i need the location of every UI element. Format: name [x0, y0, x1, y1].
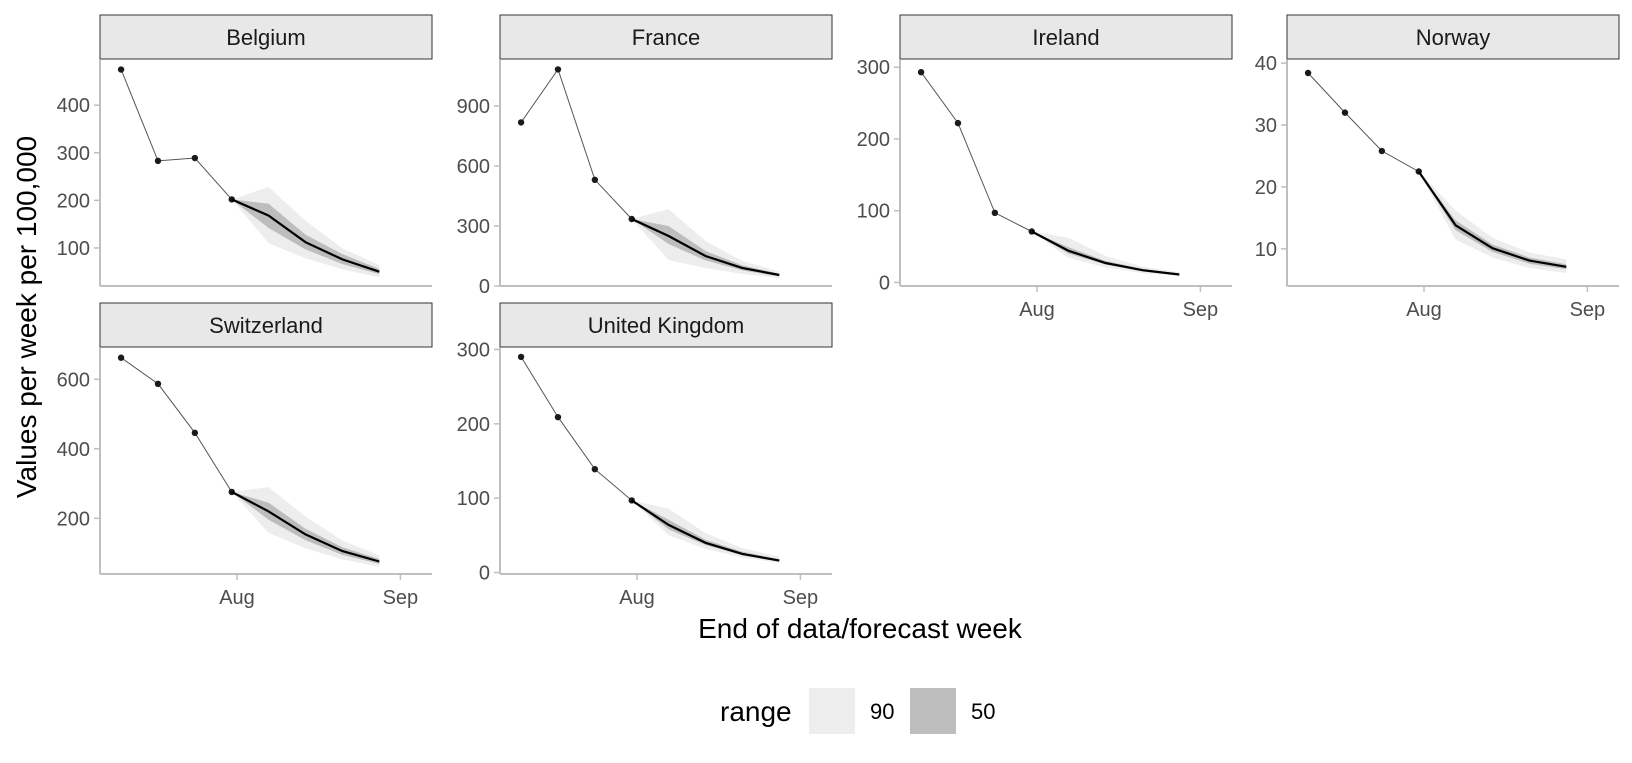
y-tick-label: 600 [457, 156, 490, 178]
y-tick-label: 0 [479, 276, 490, 298]
chart-panels: Belgium100200300400France0300600900Irela… [57, 14, 1620, 609]
y-tick-label: 300 [57, 143, 90, 165]
legend-title: range [720, 696, 792, 727]
x-tick-label: Sep [1570, 299, 1606, 321]
forecast-median-line [1417, 170, 1567, 268]
y-tick-label: 600 [57, 369, 90, 391]
y-axis-title: Values per week per 100,000 [11, 136, 42, 498]
observed-point [1341, 109, 1349, 116]
legend-label-90: 90 [870, 699, 894, 724]
observed-point [1378, 147, 1386, 155]
y-tick-label: 200 [57, 508, 90, 530]
observed-point [191, 429, 199, 437]
facet-strip [99, 302, 433, 348]
y-tick-label: 40 [1255, 53, 1277, 75]
facet-strip-label: Switzerland [209, 313, 323, 338]
observed-line [520, 356, 633, 501]
observed-line [120, 69, 233, 200]
y-tick-label: 100 [57, 238, 90, 260]
x-tick-label: Aug [219, 587, 255, 609]
range-50-band [1418, 171, 1567, 270]
y-tick-label: 100 [857, 201, 890, 223]
x-axis-title: End of data/forecast week [698, 613, 1023, 644]
observed-line [920, 71, 1032, 232]
facet-strip [499, 302, 833, 348]
panel-switzerland: Switzerland 200 400 600 Aug Sep [57, 302, 433, 609]
forecast-median-line [631, 218, 780, 277]
panel-belgium: Belgium 100 200 300 400 [57, 14, 433, 287]
forecast-median-line [631, 499, 780, 562]
x-tick-label: Aug [1019, 299, 1055, 321]
x-tick-label: Sep [1183, 299, 1219, 321]
y-tick-label: 200 [857, 129, 890, 151]
y-tick-label: 400 [57, 439, 90, 461]
observed-point [517, 119, 525, 126]
y-tick-label: 200 [457, 414, 490, 436]
observed-point [554, 66, 562, 73]
x-tick-label: Aug [1406, 299, 1442, 321]
forecast-median-line [231, 198, 380, 273]
observed-point [154, 380, 162, 388]
observed-point [154, 157, 162, 165]
observed-point [117, 354, 125, 361]
range-90-band [631, 500, 780, 563]
range-50-band [231, 199, 380, 275]
y-tick-label: 30 [1255, 115, 1277, 137]
facet-strip-label: Ireland [1032, 25, 1099, 50]
facet-strip-label: United Kingdom [588, 313, 745, 338]
observed-line [520, 68, 633, 220]
x-tick-label: Sep [783, 587, 819, 609]
y-tick-label: 20 [1255, 177, 1277, 199]
y-tick-label: 400 [57, 95, 90, 117]
range-90-band [1418, 171, 1567, 273]
y-tick-label: 900 [457, 96, 490, 118]
y-tick-label: 300 [457, 216, 490, 238]
panel-norway: Norway 10 20 30 40 Aug Sep [1255, 14, 1620, 321]
x-tick-label: Aug [619, 587, 655, 609]
observed-line [120, 357, 233, 493]
facet-strip [499, 14, 833, 60]
y-tick-label: 0 [479, 563, 490, 585]
facet-strip-label: Norway [1416, 25, 1491, 50]
observed-point [954, 119, 962, 127]
observed-point [517, 353, 525, 361]
x-tick-label: Sep [383, 587, 419, 609]
panel-united-kingdom: United Kingdom 0 100 200 300 Aug Sep [457, 302, 833, 609]
observed-point [917, 68, 925, 76]
observed-line [1307, 72, 1419, 172]
range-50-band [631, 219, 780, 277]
y-tick-label: 300 [857, 57, 890, 79]
range-90-band [1031, 231, 1180, 276]
observed-point [591, 465, 599, 473]
legend-swatch-90 [809, 688, 855, 734]
legend: range 90 50 [720, 688, 995, 734]
observed-point [591, 176, 599, 183]
y-tick-label: 200 [57, 190, 90, 212]
forecast-median-line [1031, 230, 1180, 276]
y-tick-label: 0 [879, 272, 890, 294]
panel-ireland: Ireland 0 100 200 300 Aug Sep [857, 14, 1233, 321]
observed-point [554, 413, 562, 421]
panel-france: France 0 300 600 900 [457, 14, 833, 298]
facet-strip-label: France [632, 25, 700, 50]
forecast-median-line [231, 490, 380, 563]
facet-strip-label: Belgium [226, 25, 305, 50]
observed-point [117, 66, 125, 73]
y-tick-label: 300 [457, 339, 490, 361]
observed-point [191, 154, 199, 162]
y-tick-label: 100 [457, 488, 490, 510]
y-tick-label: 10 [1255, 239, 1277, 261]
facet-strip [899, 14, 1233, 60]
range-90-band [631, 209, 780, 278]
facet-strip [1286, 14, 1620, 60]
facet-strip [99, 14, 433, 60]
legend-label-50: 50 [971, 699, 995, 724]
observed-point [1304, 69, 1312, 77]
observed-point [991, 209, 999, 217]
range-50-band [231, 491, 380, 564]
legend-swatch-50 [910, 688, 956, 734]
